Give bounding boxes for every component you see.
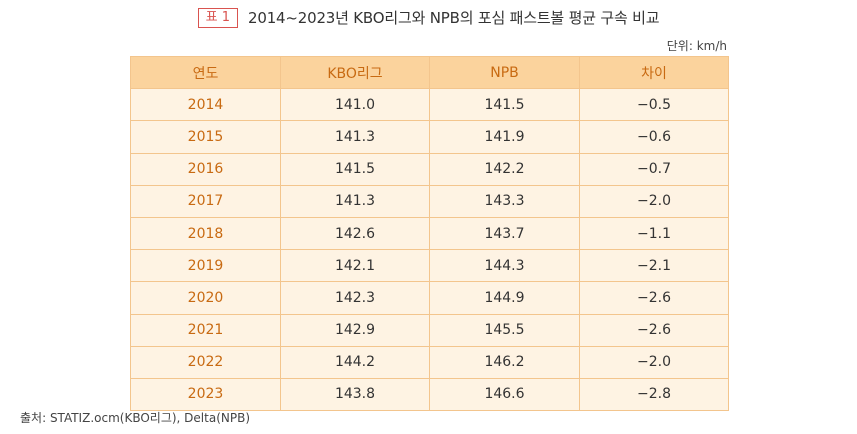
kbo-cell: 141.0 [280, 88, 430, 122]
table-caption: 표 1 2014~2023년 KBO리그와 NPB의 포심 패스트볼 평균 구속… [0, 7, 857, 28]
column-header-diff: 차이 [579, 55, 729, 90]
kbo-cell: 143.8 [280, 378, 430, 412]
diff-cell: −0.7 [579, 153, 729, 186]
npb-cell: 146.2 [429, 346, 580, 379]
table-row: 2019 142.1 144.3 −2.1 [130, 249, 729, 283]
kbo-cell: 141.5 [280, 153, 430, 186]
column-header-npb: NPB [429, 55, 580, 90]
table-title: 2014~2023년 KBO리그와 NPB의 포심 패스트볼 평균 구속 비교 [248, 9, 660, 27]
kbo-cell: 142.3 [280, 281, 430, 315]
table-row: 2014 141.0 141.5 −0.5 [130, 88, 729, 122]
kbo-cell: 142.9 [280, 314, 430, 347]
year-cell: 2022 [130, 346, 281, 379]
npb-cell: 141.9 [429, 120, 580, 154]
year-cell: 2020 [130, 281, 281, 315]
table-row: 2022 144.2 146.2 −2.0 [130, 346, 729, 379]
table-row: 2021 142.9 145.5 −2.6 [130, 314, 729, 347]
npb-cell: 145.5 [429, 314, 580, 347]
npb-cell: 144.3 [429, 249, 580, 283]
table-row: 2020 142.3 144.9 −2.6 [130, 281, 729, 315]
table-row: 2016 141.5 142.2 −0.7 [130, 153, 729, 186]
year-cell: 2019 [130, 249, 281, 283]
year-cell: 2021 [130, 314, 281, 347]
kbo-cell: 142.6 [280, 217, 430, 251]
diff-cell: −2.0 [579, 346, 729, 379]
kbo-cell: 141.3 [280, 185, 430, 218]
year-cell: 2023 [130, 378, 281, 412]
table-row: 2017 141.3 143.3 −2.0 [130, 185, 729, 218]
table-row: 2018 142.6 143.7 −1.1 [130, 217, 729, 251]
diff-cell: −2.1 [579, 249, 729, 283]
diff-cell: −2.6 [579, 281, 729, 315]
diff-cell: −0.5 [579, 88, 729, 122]
table-header-row: 연도 KBO리그 NPB 차이 [130, 55, 729, 90]
table-row: 2023 143.8 146.6 −2.8 [130, 378, 729, 412]
comparison-table: 연도 KBO리그 NPB 차이 2014 141.0 141.5 −0.5 2015 14… [130, 55, 729, 412]
diff-cell: −2.6 [579, 314, 729, 347]
npb-cell: 141.5 [429, 88, 580, 122]
unit-note: 단위: km/h [666, 39, 727, 53]
table-number-badge: 표 1 [197, 7, 239, 28]
year-cell: 2017 [130, 185, 281, 218]
npb-cell: 146.6 [429, 378, 580, 412]
npb-cell: 142.2 [429, 153, 580, 186]
kbo-cell: 144.2 [280, 346, 430, 379]
year-cell: 2016 [130, 153, 281, 186]
year-cell: 2015 [130, 120, 281, 154]
diff-cell: −0.6 [579, 120, 729, 154]
table-row: 2015 141.3 141.9 −0.6 [130, 120, 729, 154]
npb-cell: 143.7 [429, 217, 580, 251]
column-header-kbo: KBO리그 [280, 55, 430, 90]
source-note: 출처: STATIZ.ocm(KBO리그), Delta(NPB) [20, 411, 250, 425]
diff-cell: −1.1 [579, 217, 729, 251]
kbo-cell: 142.1 [280, 249, 430, 283]
kbo-cell: 141.3 [280, 120, 430, 154]
diff-cell: −2.8 [579, 378, 729, 412]
diff-cell: −2.0 [579, 185, 729, 218]
npb-cell: 143.3 [429, 185, 580, 218]
column-header-year: 연도 [130, 55, 281, 90]
year-cell: 2014 [130, 88, 281, 122]
npb-cell: 144.9 [429, 281, 580, 315]
year-cell: 2018 [130, 217, 281, 251]
